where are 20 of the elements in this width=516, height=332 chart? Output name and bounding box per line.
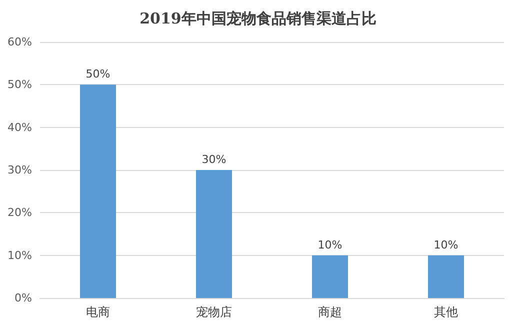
bar [312, 255, 348, 298]
y-tick-label: 30% [8, 164, 32, 176]
y-tick-label: 50% [8, 78, 32, 92]
y-tick-label: 20% [8, 206, 32, 220]
x-tick-label: 电商 [86, 305, 110, 319]
y-tick-label: 60% [8, 36, 32, 48]
y-tick-label: 40% [8, 120, 32, 134]
bar [196, 170, 232, 298]
chart-title: 2019年中国宠物食品销售渠道占比 [140, 10, 376, 28]
bar [428, 255, 464, 298]
data-label: 30% [202, 153, 226, 166]
x-tick-label: 商超 [318, 305, 342, 319]
data-label: 10% [434, 238, 458, 252]
data-label: 50% [86, 68, 110, 81]
y-tick-label: 0% [14, 292, 32, 304]
data-label: 10% [318, 238, 342, 252]
x-tick-label: 宠物店 [196, 305, 232, 319]
x-tick-label: 其他 [434, 305, 458, 319]
y-tick-label: 10% [8, 248, 32, 262]
bar [80, 84, 116, 298]
